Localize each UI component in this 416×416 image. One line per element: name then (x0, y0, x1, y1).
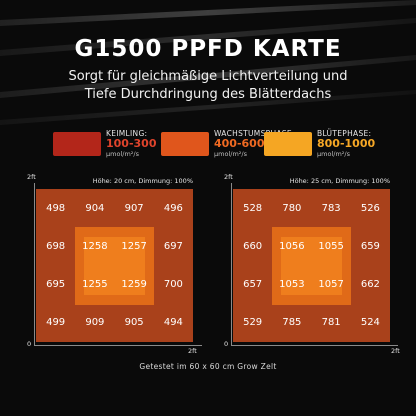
y-axis-max-label: 2ft (27, 173, 36, 181)
ppfd-value: 529 (243, 317, 263, 329)
ppfd-value: 1259 (121, 279, 147, 291)
ppfd-value: 698 (46, 240, 66, 252)
subtitle-line-1: Sorgt für gleichmäßige Lichtverteilung u… (68, 69, 348, 84)
origin-label: 0 (27, 340, 32, 348)
ppfd-value: 662 (360, 279, 380, 291)
legend-name: BLÜTEPHASE: (317, 129, 372, 138)
ppfd-value: 905 (124, 317, 144, 329)
ppfd-value: 700 (163, 279, 183, 291)
legend-swatch (53, 131, 101, 156)
ppfd-value: 1056 (279, 240, 305, 252)
page-title: G1500 PPFD KARTE (74, 36, 342, 62)
legend-item-wachstumsphase: WACHSTUMSPHASE: 400-600 μmol/m²/s (161, 129, 295, 158)
legend-unit: μmol/m²/s (214, 150, 247, 158)
ppfd-map-20cm: Höhe: 20 cm, Dimmung: 100% 498 904 907 4… (36, 177, 193, 342)
legend-range: 100-300 (106, 137, 157, 150)
ppfd-value: 659 (360, 240, 380, 252)
ppfd-value: 524 (360, 317, 380, 329)
x-axis (231, 345, 398, 346)
x-axis-max-label: 2ft (188, 347, 197, 355)
ppfd-value: 1255 (82, 279, 108, 291)
core-zone (281, 237, 342, 295)
ppfd-value: 1053 (279, 279, 305, 291)
ppfd-value: 496 (163, 202, 183, 214)
legend-item-bluetephase: BLÜTEPHASE: 800-1000 μmol/m²/s (264, 129, 375, 158)
y-axis (34, 183, 35, 345)
ppfd-value: 526 (360, 202, 380, 214)
ppfd-value: 499 (46, 317, 66, 329)
legend-unit: μmol/m²/s (106, 150, 139, 158)
ppfd-value: 780 (282, 202, 302, 214)
x-axis-max-label: 2ft (391, 347, 400, 355)
x-axis (34, 345, 202, 346)
ppfd-value: 907 (124, 202, 144, 214)
panel-info: Höhe: 25 cm, Dimmung: 100% (289, 177, 390, 185)
ppfd-value: 498 (46, 202, 66, 214)
ppfd-value: 909 (85, 317, 105, 329)
origin-label: 0 (224, 340, 229, 348)
panel-info: Höhe: 20 cm, Dimmung: 100% (92, 177, 193, 185)
subtitle-line-2: Tiefe Durchdringung des Blätterdachs (84, 87, 332, 102)
ppfd-value: 494 (163, 317, 183, 329)
y-axis (231, 183, 232, 345)
ppfd-value: 1055 (318, 240, 344, 252)
ppfd-map-25cm: Höhe: 25 cm, Dimmung: 100% 528 780 783 5… (233, 177, 390, 342)
legend-name: KEIMLING: (106, 129, 148, 138)
ppfd-value: 1258 (82, 240, 108, 252)
ppfd-value: 783 (321, 202, 341, 214)
legend-swatch (161, 131, 209, 156)
legend-range: 800-1000 (317, 137, 376, 150)
legend-name: WACHSTUMSPHASE: (214, 129, 295, 138)
ppfd-grid: 528 780 783 526 660 1056 1055 659 657 10… (233, 189, 390, 342)
legend-item-keimling: KEIMLING: 100-300 μmol/m²/s (53, 129, 157, 158)
ppfd-grid: 498 904 907 496 698 1258 1257 697 695 12… (36, 189, 193, 342)
ppfd-value: 528 (243, 202, 263, 214)
legend-unit: μmol/m²/s (317, 150, 350, 158)
grow-light-background (0, 0, 416, 125)
ppfd-value: 904 (85, 202, 105, 214)
ppfd-value: 1057 (318, 279, 344, 291)
ppfd-value: 660 (243, 240, 263, 252)
core-zone (84, 237, 145, 295)
footer-note: Getestet im 60 x 60 cm Grow Zelt (139, 362, 277, 371)
legend-swatch (264, 131, 312, 156)
ppfd-value: 695 (46, 279, 66, 291)
subtitle: Sorgt für gleichmäßige Lichtverteilung u… (0, 68, 416, 104)
ppfd-value: 697 (163, 240, 183, 252)
ppfd-value: 785 (282, 317, 302, 329)
legend-range: 400-600 (214, 137, 265, 150)
y-axis-max-label: 2ft (224, 173, 233, 181)
ppfd-value: 781 (321, 317, 341, 329)
ppfd-value: 1257 (121, 240, 147, 252)
ppfd-value: 657 (243, 279, 263, 291)
